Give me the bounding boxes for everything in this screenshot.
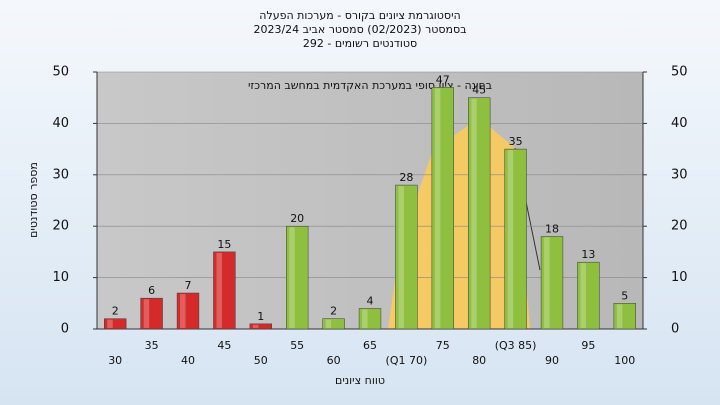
x-tick-label: 30 <box>108 354 122 367</box>
bar <box>249 323 272 330</box>
distribution-area <box>388 118 530 329</box>
bar-shine <box>580 263 586 328</box>
bar <box>104 318 127 330</box>
bar-shine <box>325 319 332 328</box>
x-axis-label: טווח ציונים <box>335 374 385 387</box>
y-tick-label: 50 <box>671 65 688 80</box>
value-label: 13 <box>581 248 595 261</box>
x-tick-label: 90 <box>545 354 559 367</box>
value-label: 28 <box>399 171 413 184</box>
value-label: 4 <box>367 294 374 307</box>
bar-shine <box>471 98 477 328</box>
y-tick-label: 30 <box>52 167 69 182</box>
bar <box>540 236 564 330</box>
y-tick-label: 50 <box>52 65 69 80</box>
x-tick-label: 35 <box>145 339 159 352</box>
x-tick-label: 95 <box>581 339 595 352</box>
x-tick-label: 45 <box>217 339 231 352</box>
bar <box>504 148 527 330</box>
y-tick-label: 40 <box>52 116 69 131</box>
bar <box>577 261 600 330</box>
y-tick-label: 20 <box>671 219 688 234</box>
x-tick-label: 55 <box>290 339 304 352</box>
bar <box>358 308 382 330</box>
bar <box>213 251 236 330</box>
x-tick-label: 80 <box>472 354 486 367</box>
value-label: 47 <box>436 73 450 86</box>
bar-shine <box>289 227 295 328</box>
value-label: 2 <box>330 305 337 318</box>
x-tick-label: 75 <box>436 339 450 352</box>
y-tick-label: 40 <box>671 116 688 131</box>
x-tick-label: 65 <box>363 339 377 352</box>
bar <box>176 292 200 330</box>
bar <box>322 318 345 330</box>
y-tick-label: 10 <box>52 270 69 285</box>
x-tick-label: 60 <box>327 354 341 367</box>
bar-shine <box>216 252 222 328</box>
bar-shine <box>616 304 623 328</box>
value-label: 20 <box>290 212 304 225</box>
bar-shine <box>362 309 368 328</box>
value-label: 18 <box>545 222 559 235</box>
x-tick-label: (Q3 85) <box>495 339 537 352</box>
value-label: 45 <box>472 84 486 97</box>
bar <box>395 184 418 330</box>
chart-title: היסטוגרמת ציונים בקורס - מערכות הפעלה <box>259 9 460 22</box>
value-label: 7 <box>185 279 192 292</box>
value-label: 15 <box>217 238 231 251</box>
y-tick-label: 10 <box>671 270 688 285</box>
x-tick-label: (Q1 70) <box>386 354 428 367</box>
bar-shine <box>434 88 441 328</box>
bar <box>613 303 636 330</box>
bar-shine <box>180 294 186 328</box>
value-label: 35 <box>509 135 523 148</box>
bar-shine <box>143 299 150 328</box>
y-tick-label: 0 <box>671 322 679 337</box>
bar-shine <box>107 319 113 328</box>
y-axis-label: מספר סטודנטים <box>27 162 40 238</box>
bar-shine <box>398 186 404 328</box>
bar <box>431 87 454 330</box>
x-tick-label: 50 <box>254 354 268 367</box>
chart-subtitle: בסמסטר (02/2023) סמסטר אביב 2023/24 <box>253 23 466 36</box>
value-label: 2 <box>112 305 119 318</box>
y-tick-label: 20 <box>52 219 69 234</box>
y-tick-label: 0 <box>61 322 69 337</box>
bar <box>140 297 163 330</box>
bar <box>468 97 491 330</box>
value-label: 6 <box>148 284 155 297</box>
bar-shine <box>544 237 550 328</box>
chart-subtitle: סטודנטים רשומים - 292 <box>303 37 417 50</box>
annotation: בחינה - ציון סופי במערכת האקדמית במחשב ה… <box>248 79 492 92</box>
bar-shine <box>507 150 514 328</box>
y-tick-label: 30 <box>671 167 688 182</box>
bar-shine <box>252 324 259 328</box>
bar <box>286 225 309 330</box>
x-tick-label: 100 <box>614 354 635 367</box>
value-label: 1 <box>257 310 264 323</box>
value-label: 5 <box>621 289 628 302</box>
x-tick-label: 40 <box>181 354 195 367</box>
